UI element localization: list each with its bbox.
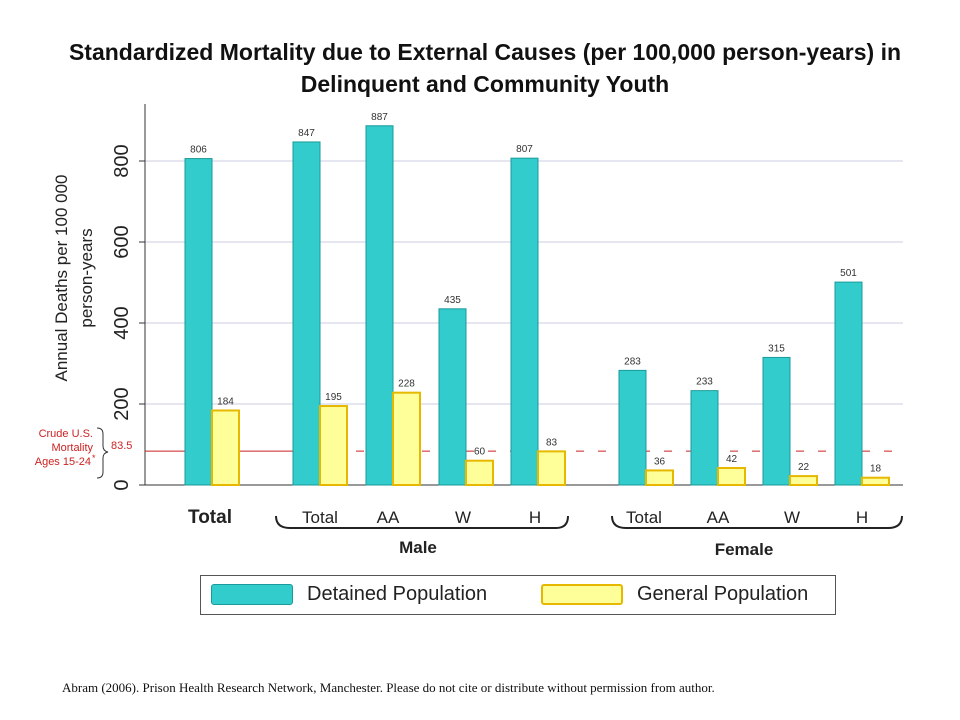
y-tick-label: 800 — [111, 144, 133, 177]
data-label: 83 — [546, 437, 558, 448]
x-tick-label: W — [455, 508, 471, 527]
x-tick-label: AA — [707, 508, 730, 527]
bar-general — [211, 409, 240, 487]
bar-detained — [618, 369, 647, 486]
bar-general — [465, 459, 494, 487]
data-label: 18 — [870, 464, 882, 475]
data-label: 42 — [726, 454, 738, 465]
reference-annotation: Ages 15-24 — [35, 456, 91, 468]
data-label: 228 — [398, 379, 415, 390]
legend-label-general: General Population — [637, 583, 809, 605]
data-label: 887 — [371, 112, 388, 123]
x-tick-label: Total — [626, 508, 662, 527]
y-tick-label: 400 — [111, 306, 133, 339]
bar-detained — [762, 356, 791, 486]
chart-title: Standardized Mortality due to External C… — [68, 39, 902, 97]
y-tick-label: 0 — [111, 479, 133, 490]
data-label: 60 — [474, 447, 486, 458]
x-tick-label: H — [529, 508, 541, 527]
group-bracket-female — [611, 515, 903, 529]
data-label: 847 — [298, 128, 315, 139]
bar-general — [861, 476, 890, 486]
legend-swatch-detained — [211, 584, 293, 605]
group-bracket-male — [275, 515, 569, 529]
group-label: Male — [399, 538, 437, 557]
y-tick-label: 200 — [111, 387, 133, 420]
data-label: 501 — [840, 268, 857, 279]
data-label: 36 — [654, 456, 666, 467]
y-axis-label: Annual Deaths per 100 000 — [52, 175, 71, 382]
bar-detained — [292, 141, 321, 486]
bar-detained — [510, 157, 539, 486]
data-label: 807 — [516, 144, 533, 155]
bar-general — [789, 475, 818, 486]
legend-label-detained: Detained Population — [307, 583, 488, 605]
bar-detained — [690, 390, 719, 486]
data-label: 233 — [696, 377, 713, 388]
legend: Detained Population General Population — [200, 575, 836, 615]
group-label: Female — [715, 540, 774, 559]
reference-value-label: 83.5 — [111, 440, 132, 452]
bar-detained — [438, 308, 467, 486]
reference-brace — [96, 427, 109, 479]
data-label: 315 — [768, 343, 785, 354]
x-tick-label: W — [784, 508, 800, 527]
reference-annotation: Crude U.S. — [39, 428, 93, 440]
bar-general — [537, 450, 566, 487]
bar-detained — [184, 158, 213, 486]
data-label: 195 — [325, 392, 342, 403]
source-note: Abram (2006). Prison Health Research Net… — [62, 680, 715, 695]
data-label: 22 — [798, 462, 810, 473]
x-tick-label: AA — [377, 508, 400, 527]
bar-detained — [365, 125, 394, 486]
data-label: 283 — [624, 356, 641, 367]
reference-annotation: * — [92, 453, 96, 463]
bar-chart: 0 200 400 600 800 Annual Deaths per 100 000 pe… — [35, 104, 903, 559]
bar-general — [392, 391, 421, 486]
legend-swatch-general — [541, 584, 623, 605]
data-label: 806 — [190, 145, 207, 156]
bar-general — [319, 405, 348, 486]
x-tick-label: H — [856, 508, 868, 527]
y-tick-label: 600 — [111, 225, 133, 258]
reference-annotation: Mortality — [51, 442, 93, 454]
bar-detained — [834, 281, 863, 486]
data-label: 184 — [217, 396, 234, 407]
data-label: 435 — [444, 295, 461, 306]
bar-general — [717, 466, 746, 486]
x-tick-label: Total — [302, 508, 338, 527]
bar-general — [645, 469, 674, 487]
x-tick-label: Total — [188, 507, 232, 528]
y-axis-label: person-years — [77, 228, 96, 327]
